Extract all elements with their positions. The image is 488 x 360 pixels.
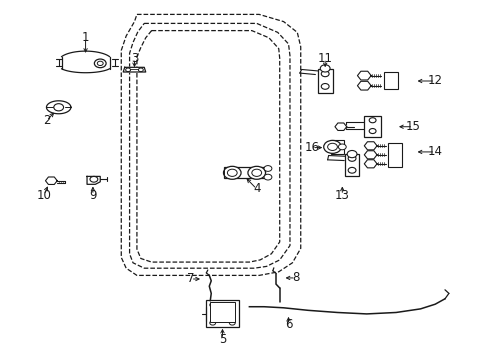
Bar [210,302,234,322]
Circle shape [54,104,63,111]
Bar [387,143,401,166]
Bar [317,69,332,93]
Circle shape [213,307,231,320]
Circle shape [247,166,265,179]
Text: 14: 14 [427,145,442,158]
Polygon shape [46,101,71,114]
Text: 6: 6 [284,318,292,331]
Circle shape [227,169,237,176]
Text: 4: 4 [252,183,260,195]
Bar [384,72,397,89]
Polygon shape [364,160,376,168]
Circle shape [323,140,341,153]
Circle shape [209,321,215,325]
Text: 5: 5 [218,333,226,346]
Circle shape [217,310,227,318]
Text: 2: 2 [42,114,50,127]
Circle shape [138,68,143,72]
Circle shape [320,65,329,72]
Circle shape [327,143,337,150]
Circle shape [209,303,215,307]
Text: 8: 8 [291,271,299,284]
Bar [363,116,381,137]
Text: 3: 3 [130,52,138,65]
Circle shape [347,156,355,161]
Circle shape [90,176,98,182]
Polygon shape [364,151,376,159]
Circle shape [264,174,271,180]
Circle shape [229,321,235,325]
Polygon shape [45,177,57,184]
Circle shape [346,150,356,158]
Circle shape [347,167,355,173]
Text: 15: 15 [405,120,420,133]
Circle shape [97,61,103,66]
Circle shape [321,84,328,89]
Circle shape [229,303,235,307]
Polygon shape [357,81,370,90]
Circle shape [223,166,241,179]
Circle shape [94,59,106,68]
Text: 16: 16 [304,141,319,154]
Text: 7: 7 [186,273,194,285]
Bar [223,167,264,178]
Circle shape [368,129,375,134]
Text: 10: 10 [37,189,51,202]
Text: 12: 12 [427,75,442,87]
Text: 11: 11 [317,52,332,65]
Circle shape [338,144,346,150]
Circle shape [251,169,261,176]
Bar [331,140,343,154]
Circle shape [368,118,375,123]
Circle shape [125,68,130,72]
Polygon shape [123,67,145,72]
Circle shape [321,71,328,77]
Text: 1: 1 [81,31,89,44]
Circle shape [264,166,271,171]
Bar [205,300,239,328]
Text: 13: 13 [334,189,349,202]
Text: 9: 9 [89,189,97,202]
Polygon shape [357,71,370,80]
Polygon shape [87,176,100,184]
Bar [344,154,359,176]
Polygon shape [334,123,346,130]
Polygon shape [364,142,376,150]
